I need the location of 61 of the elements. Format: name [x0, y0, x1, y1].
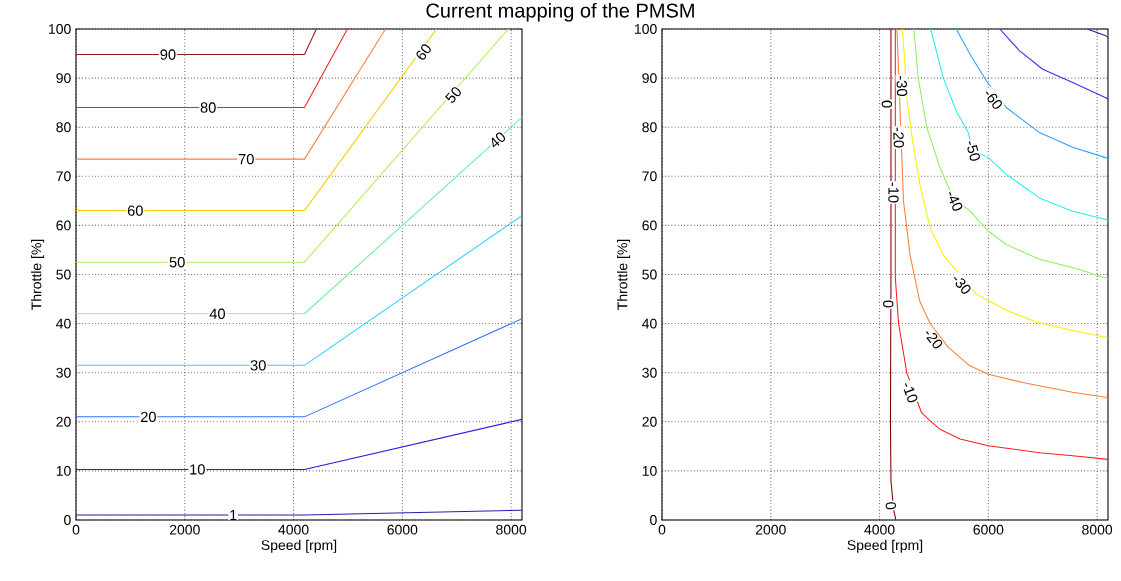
y-axis-title: Throttle [%]: [31, 239, 45, 310]
annotation: -20: [893, 127, 905, 148]
y-tick-label: 0: [650, 515, 657, 525]
x-tick-label: 4000: [864, 524, 895, 535]
annotation: 60: [416, 44, 431, 60]
y-tick-label: 50: [642, 269, 657, 280]
y-tick-label: 100: [49, 24, 71, 34]
x-tick-label: 8000: [496, 524, 527, 535]
x-axis-title: Speed [rpm]: [261, 539, 337, 553]
x-tick-label: 6000: [973, 524, 1004, 535]
annotation: 80: [200, 102, 216, 113]
y-axis-title: Throttle [%]: [617, 239, 631, 310]
annotation: 70: [238, 153, 254, 165]
x-tick-label: 0: [72, 524, 80, 535]
annotation: 0: [885, 502, 896, 510]
y-tick-label: 70: [56, 171, 71, 182]
y-tick-label: 100: [635, 24, 657, 34]
y-tick-label: 80: [56, 122, 71, 133]
y-tick-label: 50: [56, 269, 71, 280]
y-tick-label: 30: [642, 367, 657, 378]
y-tick-label: 40: [642, 318, 657, 329]
y-tick-label: 80: [642, 122, 657, 133]
annotation: 10: [190, 464, 205, 475]
annotation: 0: [881, 100, 893, 108]
y-tick-label: 70: [642, 171, 657, 182]
y-tick-label: 10: [56, 465, 71, 476]
annotation: 30: [250, 360, 266, 371]
annotation: 60: [127, 205, 143, 216]
x-tick-label: 2000: [169, 524, 200, 535]
annotation: -40: [949, 191, 963, 211]
x-tick-label: 0: [658, 524, 666, 535]
x-tick-label: 8000: [1082, 524, 1113, 535]
annotation: 40: [209, 308, 225, 319]
y-tick-label: 90: [642, 73, 657, 84]
annotation: 90: [160, 49, 176, 60]
y-tick-label: 10: [642, 465, 657, 476]
annotation: 1: [230, 510, 237, 521]
x-tick-label: 4000: [278, 524, 309, 535]
y-tick-label: 20: [56, 416, 71, 427]
annotation: -30: [953, 277, 971, 294]
y-tick-label: 30: [56, 367, 71, 378]
x-tick-label: 2000: [755, 524, 786, 535]
annotation: -20: [925, 331, 943, 349]
y-tick-label: 60: [642, 220, 657, 231]
annotation: 40: [491, 132, 506, 148]
y-tick-label: 0: [64, 515, 71, 525]
annotation: 50: [445, 87, 461, 103]
y-tick-label: 40: [56, 318, 71, 329]
annotation: -10: [888, 182, 899, 203]
chart-title: Current mapping of the PMSM: [426, 2, 694, 22]
y-tick-label: 90: [56, 73, 71, 84]
annotation: 0: [883, 300, 894, 308]
y-tick-label: 60: [56, 220, 71, 231]
annotation: -10: [903, 383, 918, 403]
annotation: -60: [985, 91, 1002, 109]
annotation: -30: [896, 76, 908, 96]
y-tick-label: 20: [642, 416, 657, 427]
annotation: 20: [140, 411, 156, 423]
annotation: 50: [169, 257, 185, 268]
x-axis-title: Speed [rpm]: [847, 539, 923, 553]
x-tick-label: 6000: [387, 524, 418, 535]
